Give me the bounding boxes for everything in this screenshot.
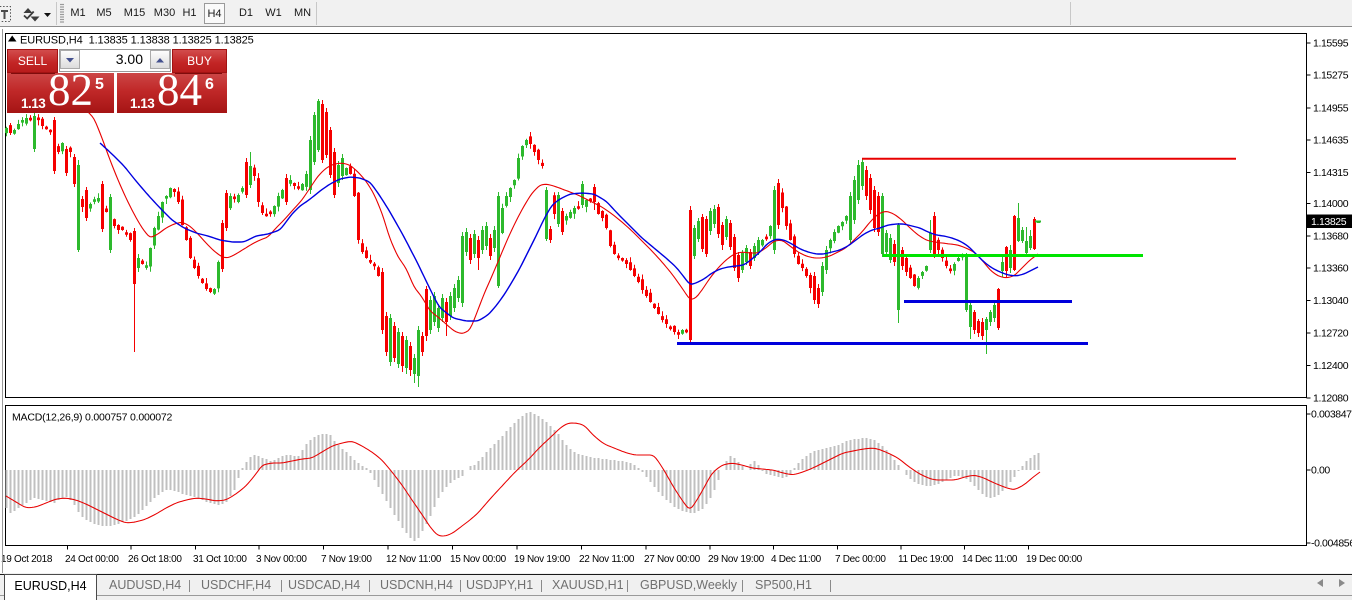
svg-text:1.15275: 1.15275 (1313, 70, 1349, 82)
svg-text:1.14635: 1.14635 (1313, 135, 1349, 147)
svg-text:0.003847: 0.003847 (1311, 409, 1352, 421)
svg-text:15 Nov 00:00: 15 Nov 00:00 (450, 554, 507, 565)
svg-text:27 Nov 00:00: 27 Nov 00:00 (644, 554, 701, 565)
svg-text:12 Nov 11:00: 12 Nov 11:00 (386, 554, 442, 565)
svg-text:1.12400: 1.12400 (1313, 360, 1349, 372)
svg-text:4 Dec 11:00: 4 Dec 11:00 (771, 554, 822, 565)
svg-text:1.12080: 1.12080 (1313, 393, 1349, 405)
svg-text:7 Nov 19:00: 7 Nov 19:00 (321, 554, 372, 565)
svg-text:7 Dec 00:00: 7 Dec 00:00 (835, 554, 886, 565)
svg-text:31 Oct 10:00: 31 Oct 10:00 (193, 554, 247, 565)
svg-text:EURUSD,H4 1.13835 1.13838 1.1: EURUSD,H4 1.13835 1.13838 1.13825 1.1382… (20, 35, 254, 47)
svg-text:1.14955: 1.14955 (1313, 103, 1349, 115)
svg-text:1.14315: 1.14315 (1313, 167, 1349, 179)
svg-text:1.13360: 1.13360 (1313, 263, 1349, 275)
svg-text:11 Dec 19:00: 11 Dec 19:00 (898, 554, 954, 565)
svg-text:24 Oct 00:00: 24 Oct 00:00 (65, 554, 119, 565)
svg-text:1.12720: 1.12720 (1313, 328, 1349, 340)
svg-text:14 Dec 11:00: 14 Dec 11:00 (962, 554, 1018, 565)
svg-text:1.13680: 1.13680 (1313, 231, 1349, 243)
svg-text:19 Oct 2018: 19 Oct 2018 (1, 554, 53, 565)
svg-text:1.14000: 1.14000 (1313, 198, 1349, 210)
svg-text:29 Nov 19:00: 29 Nov 19:00 (708, 554, 765, 565)
svg-text:22 Nov 11:00: 22 Nov 11:00 (579, 554, 635, 565)
svg-text:1.13825: 1.13825 (1311, 216, 1347, 228)
svg-text:19 Dec 00:00: 19 Dec 00:00 (1026, 554, 1083, 565)
svg-text:1.15595: 1.15595 (1313, 38, 1349, 50)
svg-text:3 Nov 00:00: 3 Nov 00:00 (256, 554, 307, 565)
svg-text:MACD(12,26,9) 0.000757 0.00007: MACD(12,26,9) 0.000757 0.000072 (12, 412, 173, 424)
svg-text:26 Oct 18:00: 26 Oct 18:00 (128, 554, 182, 565)
svg-text:1.13040: 1.13040 (1313, 295, 1349, 307)
svg-text:19 Nov 19:00: 19 Nov 19:00 (514, 554, 571, 565)
svg-text:0.00: 0.00 (1311, 465, 1330, 477)
svg-text:-0.004856: -0.004856 (1311, 538, 1352, 550)
